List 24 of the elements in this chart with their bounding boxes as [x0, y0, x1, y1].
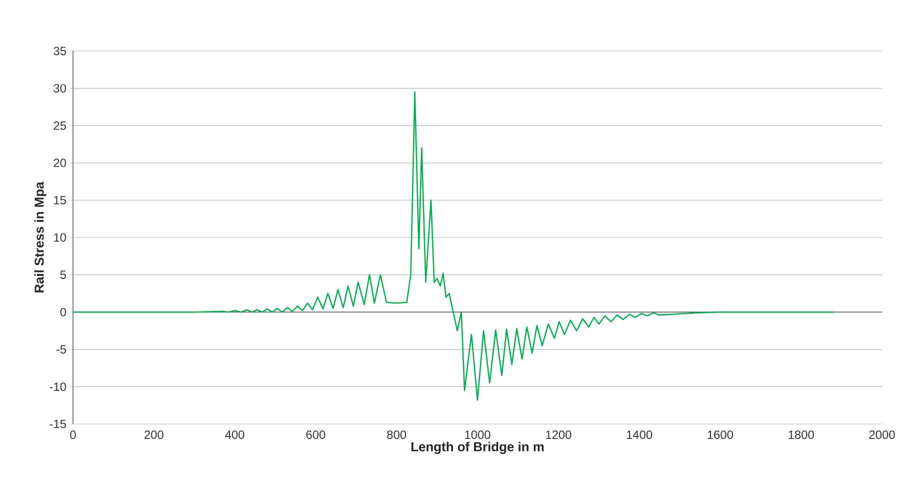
x-tick-label: 1600	[708, 430, 734, 439]
y-tick-label: 0	[60, 308, 66, 316]
x-tick-label: 1400	[626, 430, 652, 439]
y-tick-label: -15	[50, 420, 66, 428]
x-tick-label: 600	[306, 430, 326, 439]
x-tick-label: 1800	[788, 430, 814, 439]
y-tick-label: 35	[54, 46, 66, 56]
y-tick-label: 25	[54, 121, 66, 130]
x-tick-label: 800	[387, 430, 406, 439]
y-tick-label: -5	[56, 345, 66, 354]
x-tick-label: 1200	[546, 430, 572, 439]
y-tick-label: 20	[54, 158, 66, 168]
y-tick-label: -10	[50, 382, 66, 391]
x-tick-label: 200	[144, 430, 164, 439]
x-tick-label: 1000	[465, 430, 490, 439]
x-tick-label: 2000	[869, 430, 895, 439]
y-tick-label: 15	[54, 196, 66, 204]
y-tick-label: 30	[54, 84, 66, 93]
y-tick-label: 10	[54, 233, 66, 242]
y-axis-title: Rail Stress in Mpa	[34, 182, 46, 292]
x-tick-label: 0	[70, 430, 76, 439]
x-axis-title: Length of Bridge in m	[411, 442, 544, 454]
x-tick-label: 400	[225, 430, 244, 439]
y-tick-label: 5	[60, 270, 66, 279]
